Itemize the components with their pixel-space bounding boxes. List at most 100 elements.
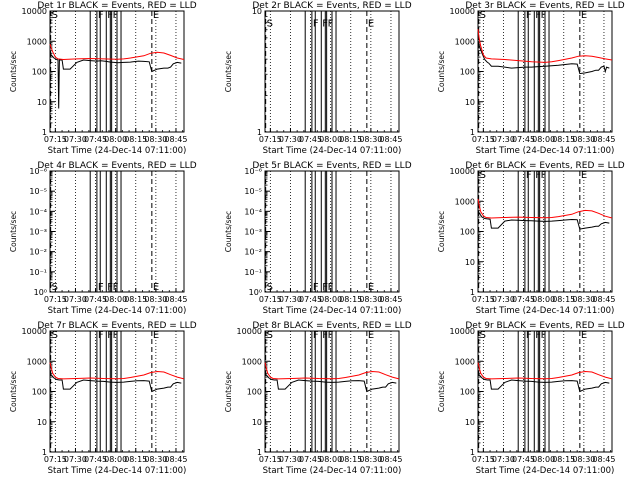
- y-axis-label: Counts/sec: [9, 211, 18, 252]
- x-tick-label: 07:15: [259, 135, 282, 144]
- marker-label: F: [98, 10, 104, 21]
- x-tick-label: 07:45: [512, 295, 535, 304]
- marker-label: S: [52, 10, 58, 21]
- y-tick-label: 1: [42, 448, 47, 457]
- x-tick-label: 08:30: [144, 135, 167, 144]
- events-series-line: [477, 41, 610, 75]
- x-tick-label: 07:30: [64, 295, 87, 304]
- marker-label: F: [98, 330, 104, 341]
- x-tick-label: 07:15: [472, 295, 495, 304]
- y-tick-label: 10: [465, 418, 475, 427]
- x-tick-label: 08:15: [339, 135, 362, 144]
- panel-title: Det 2r BLACK = Events, RED = LLD: [252, 1, 411, 11]
- x-tick-label: 08:30: [572, 135, 595, 144]
- x-tick-label: 08:30: [359, 295, 382, 304]
- marker-label: F: [107, 330, 113, 341]
- panel-det-9: Det 9r BLACK = Events, RED = LLD07:1507:…: [437, 321, 625, 476]
- panel-det-7: Det 7r BLACK = Events, RED = LLD07:1507:…: [9, 321, 197, 476]
- y-tick-label: 10⁻¹: [244, 268, 262, 277]
- y-tick-label: 100: [460, 388, 475, 397]
- y-tick-label: 10000: [22, 7, 47, 16]
- y-tick-label: 10⁻³: [244, 228, 262, 237]
- y-tick-label: 10⁻³: [29, 228, 47, 237]
- y-tick-label: 1: [42, 128, 47, 137]
- y-tick-label: 1000: [455, 357, 475, 366]
- marker-label: F: [107, 10, 113, 21]
- marker-label: F: [526, 10, 532, 21]
- events-series-line: [49, 54, 182, 109]
- x-tick-label: 08:45: [379, 295, 402, 304]
- panel-det-3: Det 3r BLACK = Events, RED = LLD07:1507:…: [437, 1, 625, 156]
- y-tick-label: 10: [37, 98, 47, 107]
- marker-label: F: [535, 330, 541, 341]
- x-tick-label: 07:45: [512, 455, 535, 464]
- y-axis-label: Counts/sec: [437, 371, 446, 412]
- y-tick-label: 10⁻²: [244, 248, 262, 257]
- marker-label: F: [322, 330, 328, 341]
- y-tick-label: 1: [470, 128, 475, 137]
- panel-title: Det 1r BLACK = Events, RED = LLD: [37, 1, 196, 11]
- x-tick-label: 08:30: [359, 135, 382, 144]
- x-axis-label: Start Time (24-Dec-14 07:11:00): [476, 306, 615, 316]
- panel-title: Det 5r BLACK = Events, RED = LLD: [252, 161, 411, 171]
- y-axis-label: Counts/sec: [224, 51, 233, 92]
- marker-label: F: [113, 282, 119, 293]
- marker-label: E: [368, 19, 374, 30]
- marker-label: F: [313, 19, 319, 30]
- y-tick-label: 1: [470, 448, 475, 457]
- marker-label: S: [267, 330, 273, 341]
- x-tick-label: 07:45: [84, 295, 107, 304]
- x-tick-label: 08:00: [319, 455, 342, 464]
- y-tick-label: 1: [257, 448, 262, 457]
- y-tick-label: 10⁻⁴: [244, 207, 262, 216]
- x-tick-label: 08:45: [379, 455, 402, 464]
- marker-label: S: [267, 19, 273, 30]
- y-tick-label: 10⁻⁶: [244, 167, 262, 176]
- y-tick-label: 10⁻⁶: [29, 167, 47, 176]
- lld-series-line: [477, 362, 613, 380]
- y-tick-label: 1000: [455, 197, 475, 206]
- panel-title: Det 4r BLACK = Events, RED = LLD: [37, 161, 196, 171]
- marker-label: F: [535, 10, 541, 21]
- lld-series-line: [477, 198, 613, 219]
- y-axis-label: Counts/sec: [437, 51, 446, 92]
- y-tick-label: 10000: [450, 7, 475, 16]
- x-tick-label: 08:00: [532, 295, 555, 304]
- marker-label: S: [480, 170, 486, 181]
- x-tick-label: 07:45: [512, 135, 535, 144]
- x-tick-label: 07:45: [299, 455, 322, 464]
- x-tick-label: 07:45: [84, 455, 107, 464]
- y-tick-label: 10⁰: [249, 288, 262, 297]
- marker-label: S: [480, 330, 486, 341]
- x-tick-label: 07:15: [259, 295, 282, 304]
- x-tick-label: 07:30: [279, 455, 302, 464]
- marker-label: F: [313, 330, 319, 341]
- y-axis-label: Counts/sec: [224, 371, 233, 412]
- marker-label: F: [541, 10, 547, 21]
- marker-label: F: [113, 10, 119, 21]
- marker-label: F: [541, 330, 547, 341]
- x-tick-label: 08:15: [339, 455, 362, 464]
- y-tick-label: 1000: [27, 37, 47, 46]
- x-axis-label: Start Time (24-Dec-14 07:11:00): [263, 466, 402, 476]
- x-tick-label: 07:45: [299, 135, 322, 144]
- x-axis-label: Start Time (24-Dec-14 07:11:00): [263, 306, 402, 316]
- y-tick-label: 10⁻⁵: [29, 187, 47, 196]
- marker-label: F: [328, 19, 334, 30]
- events-series-line: [264, 372, 397, 393]
- panel-title: Det 7r BLACK = Events, RED = LLD: [37, 321, 196, 331]
- x-tick-label: 08:00: [319, 135, 342, 144]
- y-axis-label: Counts/sec: [224, 211, 233, 252]
- panel-det-8: Det 8r BLACK = Events, RED = LLD07:1507:…: [224, 321, 412, 476]
- marker-label: E: [368, 282, 374, 293]
- y-tick-label: 1000: [27, 357, 47, 366]
- x-tick-label: 08:15: [339, 295, 362, 304]
- marker-label: F: [98, 282, 104, 293]
- panel-det-5: Det 5r BLACK = Events, RED = LLD07:1507:…: [224, 161, 412, 316]
- x-tick-label: 08:45: [592, 295, 615, 304]
- marker-label: E: [581, 330, 587, 341]
- lld-series-line: [49, 362, 185, 380]
- x-axis-label: Start Time (24-Dec-14 07:11:00): [48, 146, 187, 156]
- panel-title: Det 8r BLACK = Events, RED = LLD: [252, 321, 411, 331]
